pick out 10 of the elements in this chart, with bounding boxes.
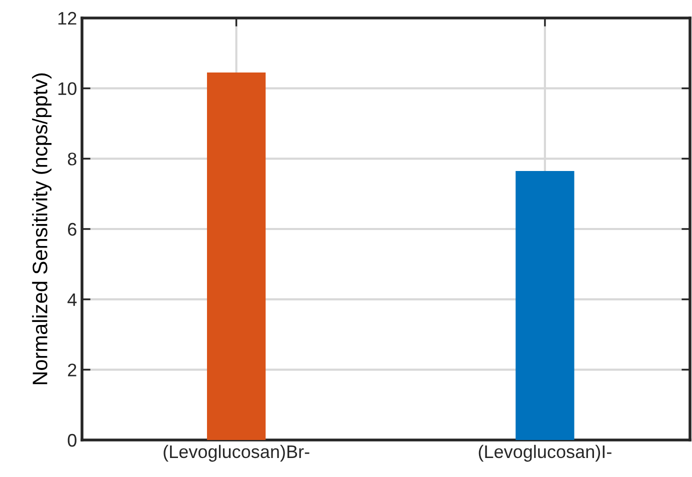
y-tick-label: 0 [68, 434, 76, 447]
y-tick-label: 2 [68, 364, 76, 376]
y-tick-label: 6 [68, 222, 76, 236]
x-tick-label: (Levoglucosan)Br- [164, 444, 310, 462]
y-tick-label: 12 [58, 12, 76, 25]
y-tick-label: 8 [68, 152, 76, 166]
x-tick-label: (Levoglucosan)I- [478, 444, 612, 462]
y-tick-label: 4 [68, 293, 77, 306]
y-tick-label: 10 [58, 82, 76, 96]
y-axis-title: Normalized Sensitivity (ncps/pptv) [32, 73, 52, 384]
